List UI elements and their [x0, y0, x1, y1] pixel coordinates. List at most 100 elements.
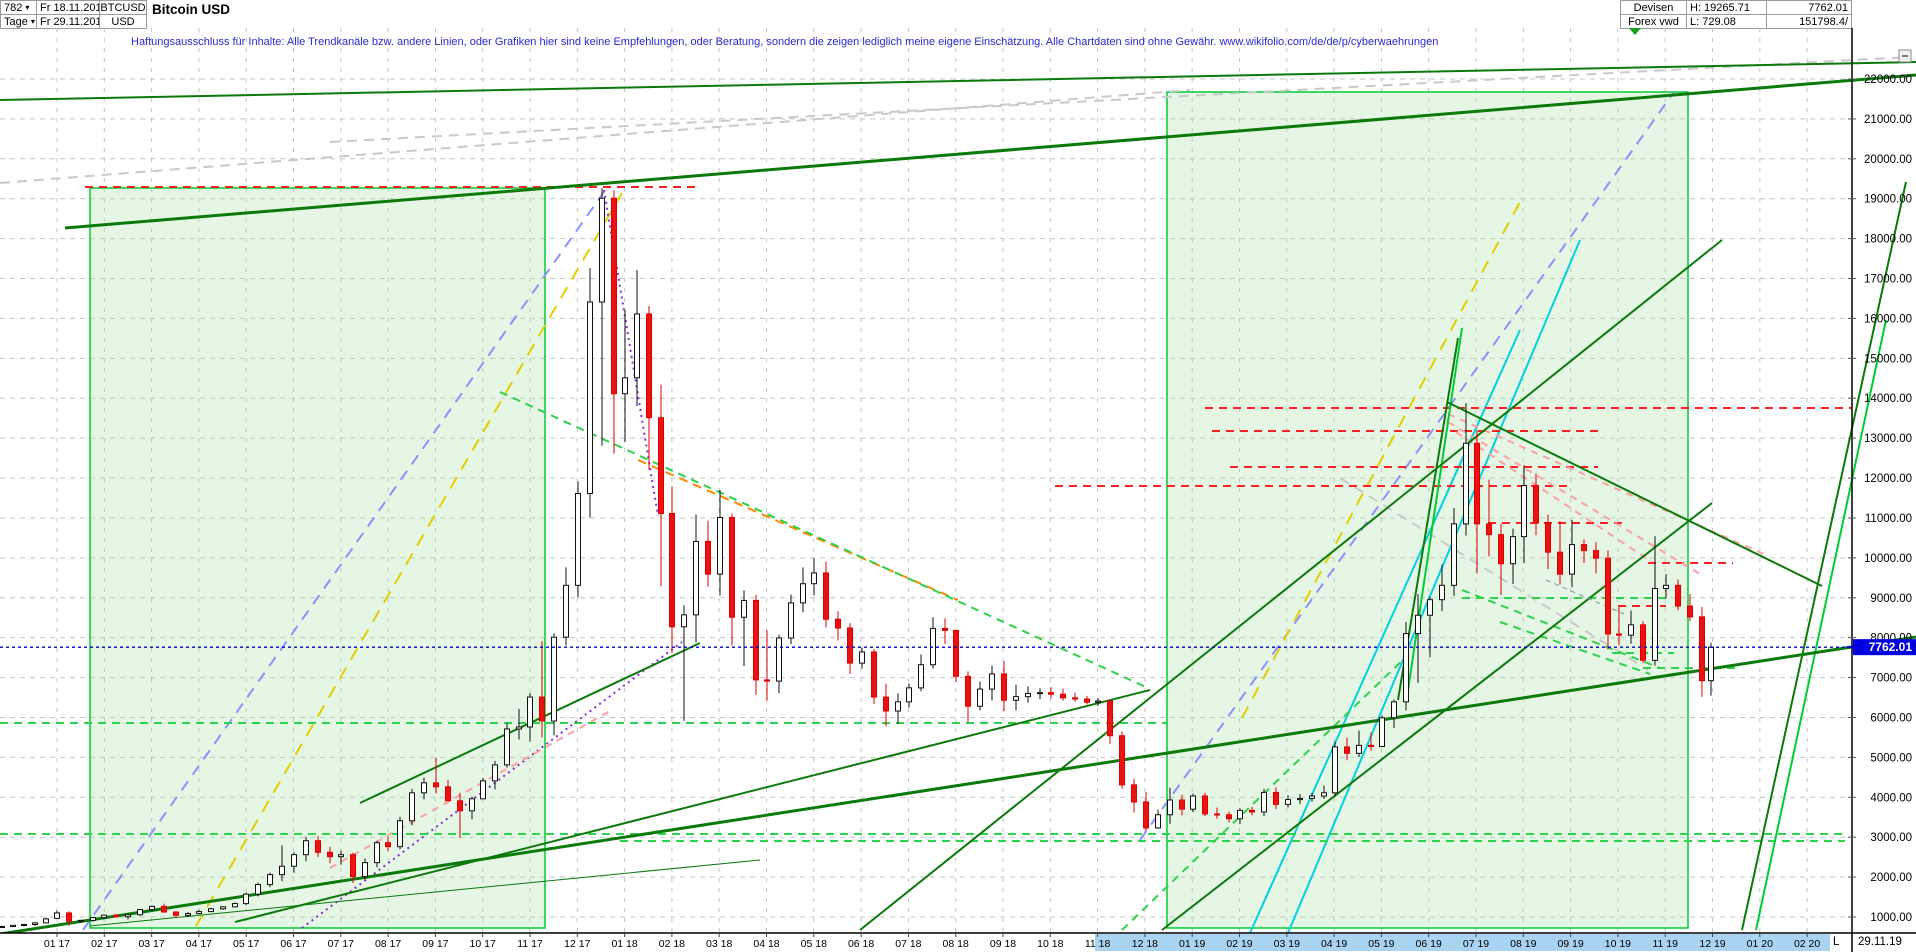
- candle: [113, 913, 119, 918]
- svg-text:17000.00: 17000.00: [1864, 274, 1912, 286]
- candle: [492, 760, 498, 790]
- svg-text:5000.00: 5000.00: [1870, 752, 1912, 764]
- svg-text:07 17: 07 17: [328, 938, 354, 950]
- candle: [279, 845, 285, 882]
- svg-text:03 19: 03 19: [1274, 938, 1300, 950]
- candle: [1356, 730, 1362, 758]
- candle: [693, 514, 699, 643]
- candle: [1155, 809, 1161, 829]
- candle: [66, 911, 72, 926]
- candle: [1321, 785, 1327, 799]
- svg-text:01 18: 01 18: [611, 938, 637, 950]
- candle: [291, 852, 297, 873]
- svg-text:20000.00: 20000.00: [1864, 154, 1912, 166]
- svg-text:19000.00: 19000.00: [1864, 194, 1912, 206]
- svg-text:7762.01: 7762.01: [1869, 640, 1913, 654]
- candle: [1249, 806, 1255, 816]
- candle: [1415, 594, 1421, 683]
- candlesticks: [0, 188, 1714, 928]
- x-axis-end-label: L: [1833, 936, 1840, 948]
- svg-text:7000.00: 7000.00: [1870, 673, 1912, 685]
- candle: [1510, 528, 1516, 584]
- candle: [1226, 811, 1232, 823]
- candle: [504, 722, 510, 768]
- candle: [374, 840, 380, 868]
- candle: [1687, 594, 1693, 622]
- candle: [705, 520, 711, 587]
- candle: [1332, 741, 1338, 797]
- svg-text:1000.00: 1000.00: [1870, 912, 1912, 924]
- candle: [1179, 794, 1185, 816]
- candle: [1131, 778, 1137, 813]
- candle: [1379, 715, 1385, 748]
- candle: [54, 910, 60, 919]
- candle: [208, 907, 214, 913]
- last-price-label: 7762.01: [1808, 1, 1848, 14]
- candle: [646, 305, 652, 470]
- candle: [764, 630, 770, 701]
- bars-count-label: 782: [4, 1, 23, 14]
- candle: [457, 792, 463, 839]
- date-to-field[interactable]: Fr 29.11.2019: [36, 14, 108, 29]
- candle: [149, 905, 155, 912]
- candle: [385, 836, 391, 852]
- svg-text:01 19: 01 19: [1179, 938, 1205, 950]
- svg-text:13000.00: 13000.00: [1864, 433, 1912, 445]
- currency-field: USD: [99, 14, 147, 29]
- candle: [32, 922, 38, 926]
- collapse-icon[interactable]: [1898, 49, 1912, 63]
- interval-label: Tage: [4, 15, 28, 28]
- candle: [599, 188, 605, 446]
- svg-text:4000.00: 4000.00: [1870, 792, 1912, 804]
- candle: [1708, 642, 1714, 696]
- svg-text:11 19: 11 19: [1652, 938, 1678, 950]
- svg-text:11000.00: 11000.00: [1865, 513, 1912, 525]
- corner-date-label: 29.11.19: [1858, 936, 1902, 948]
- svg-text:09 19: 09 19: [1557, 938, 1583, 950]
- volume-cell: 151798.4/: [1766, 14, 1852, 29]
- svg-text:16000.00: 16000.00: [1864, 313, 1912, 325]
- candle: [930, 617, 936, 669]
- candle: [895, 693, 901, 724]
- candle: [78, 919, 84, 923]
- candle: [1533, 473, 1539, 536]
- candle: [220, 906, 226, 910]
- candle: [883, 683, 889, 727]
- wikifolio-period-highlight: [1095, 934, 1830, 951]
- candle: [847, 623, 853, 675]
- svg-text:04 18: 04 18: [753, 938, 779, 950]
- svg-text:06 19: 06 19: [1416, 938, 1442, 950]
- y-axis-labels: 22000.00 21000.00 20000.00 19000.00 18000.00…: [1848, 74, 1912, 924]
- candle: [445, 780, 451, 802]
- candle: [1060, 688, 1066, 701]
- date-from-field[interactable]: Fr 18.11.2016: [36, 0, 108, 15]
- svg-text:12 18: 12 18: [1132, 938, 1158, 950]
- triangle-down-icon: [1629, 28, 1641, 35]
- svg-text:12000.00: 12000.00: [1864, 473, 1912, 485]
- candle: [185, 912, 191, 918]
- candle: [433, 757, 439, 794]
- candle: [480, 778, 486, 800]
- candle: [634, 270, 640, 406]
- candle: [906, 683, 912, 708]
- candle: [1309, 792, 1315, 802]
- svg-text:10 19: 10 19: [1605, 938, 1631, 950]
- candle: [977, 681, 983, 711]
- svg-text:02 17: 02 17: [91, 938, 117, 950]
- candle: [811, 558, 817, 596]
- candle: [1521, 465, 1527, 564]
- candle: [1084, 695, 1090, 705]
- candle: [327, 846, 333, 864]
- candle: [243, 892, 249, 906]
- svg-text:21000.00: 21000.00: [1864, 114, 1912, 126]
- y-axis-area[interactable]: [1852, 28, 1916, 952]
- candle: [137, 908, 143, 916]
- high-label: H: 19265.71: [1690, 1, 1750, 14]
- symbol-field[interactable]: BTCUSD: [99, 0, 147, 15]
- candle: [918, 654, 924, 692]
- candle: [611, 190, 617, 454]
- date-to-label: Fr 29.11.2019: [40, 15, 108, 28]
- svg-text:14000.00: 14000.00: [1864, 393, 1912, 405]
- candle: [575, 481, 581, 598]
